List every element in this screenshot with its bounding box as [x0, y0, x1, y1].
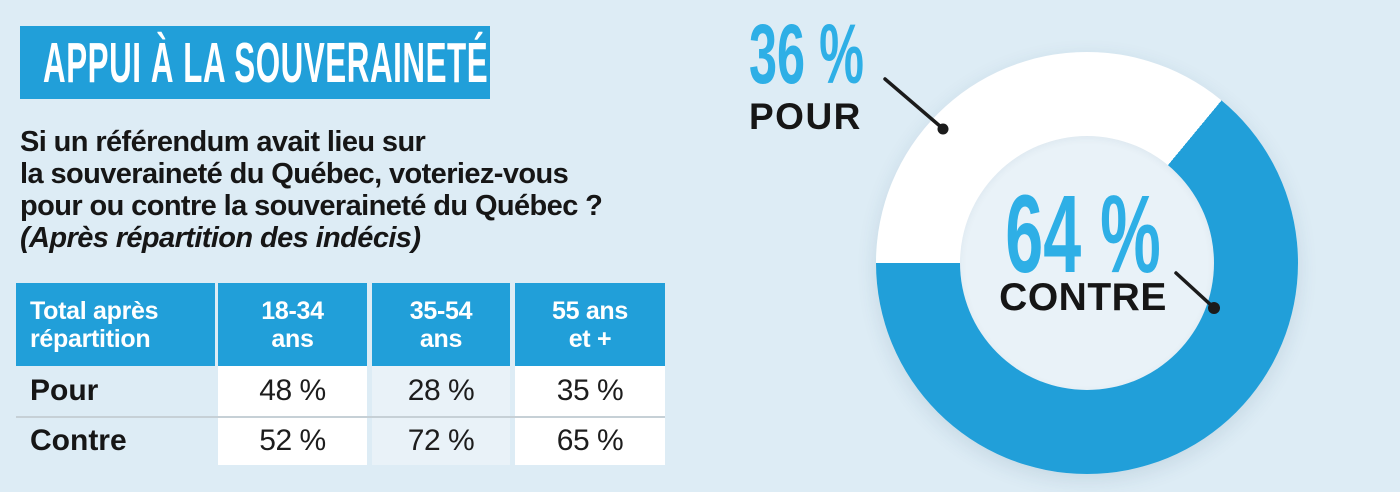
column-header-18-34: 18-34 ans [218, 283, 367, 366]
value-contre-35-54: 72 % [372, 416, 510, 465]
pour-percentage: 36 % [749, 7, 864, 101]
row-label-contre: Contre [30, 424, 127, 457]
question-line-3: pour ou contre la souveraineté du Québec… [20, 190, 603, 222]
table-row-contre: Contre 52 % 72 % 65 % [16, 416, 665, 465]
question-line-1: Si un référendum avait lieu sur [20, 126, 426, 158]
pour-label: POUR [749, 96, 862, 137]
donut-hole [960, 136, 1214, 390]
survey-question: Si un référendum avait lieu sur la souve… [20, 126, 603, 254]
page-title: APPUI À LA SOUVERAINETÉ [43, 31, 489, 95]
value-pour-55-plus: 35 % [515, 366, 665, 416]
donut-chart [876, 52, 1298, 474]
question-line-2: la souveraineté du Québec, voteriez-vous [20, 158, 569, 190]
row-label-pour: Pour [30, 374, 99, 407]
column-header-total: Total après répartition [16, 283, 215, 366]
table-row-pour: Pour 48 % 28 % 35 % [16, 366, 665, 416]
column-header-35-54: 35-54 ans [372, 283, 510, 366]
column-header-55-plus: 55 ans et + [515, 283, 665, 366]
row-divider [16, 416, 665, 418]
value-contre-55-plus: 65 % [515, 416, 665, 465]
value-pour-35-54: 28 % [372, 366, 510, 416]
table-header-row: Total après répartition 18-34 ans 35-54 … [16, 283, 665, 366]
value-pour-18-34: 48 % [218, 366, 367, 416]
value-contre-18-34: 52 % [218, 416, 367, 465]
results-table: Total après répartition 18-34 ans 35-54 … [16, 283, 665, 465]
contre-label: CONTRE [999, 276, 1167, 319]
question-note: (Après répartition des indécis) [20, 222, 421, 254]
title-banner: APPUI À LA SOUVERAINETÉ [20, 26, 490, 99]
contre-percentage: 64 % [1005, 173, 1161, 296]
